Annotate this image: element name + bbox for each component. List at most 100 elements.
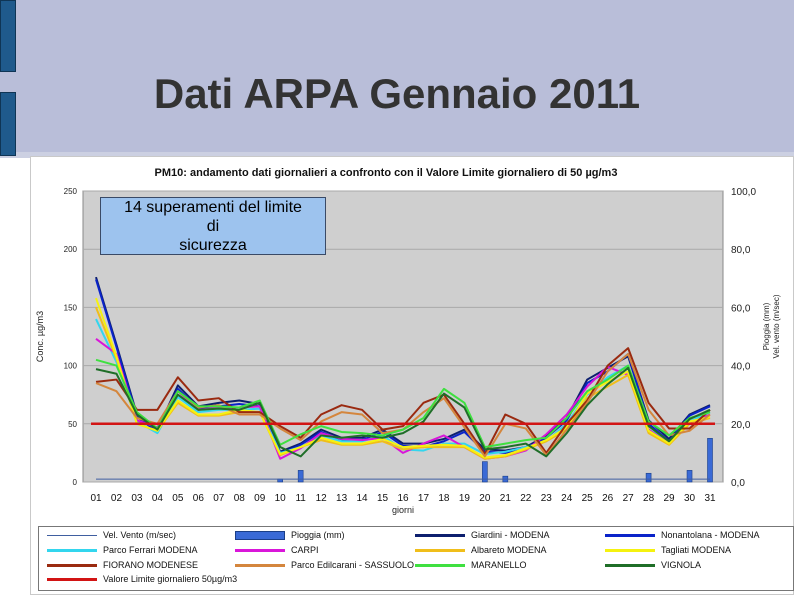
x-tick-label: 31 xyxy=(704,493,716,504)
rain-bar xyxy=(482,461,488,483)
legend-item: Parco Ferrari MODENA xyxy=(47,545,198,555)
x-tick-label: 12 xyxy=(316,493,328,504)
y-axis-label: Conc. µg/m3 xyxy=(35,311,45,362)
y2-axis-label: Pioggia (mm) xyxy=(762,302,771,350)
legend-item: Giardini - MODENA xyxy=(415,530,550,540)
exceedance-callout: 14 superamenti del limite di sicurezza xyxy=(100,197,326,255)
legend-item: FIORANO MODENESE xyxy=(47,560,198,570)
x-tick-label: 08 xyxy=(234,493,246,504)
slide-decoration-mark-bottom xyxy=(0,92,16,156)
y2-axis-label: Vel. vento (m/sec) xyxy=(772,294,781,358)
rain-bar xyxy=(707,438,713,483)
x-tick-label: 29 xyxy=(664,493,676,504)
series-line-5 xyxy=(95,307,711,460)
legend-item: Tagliati MODENA xyxy=(605,545,731,555)
legend-swatch xyxy=(235,563,285,567)
series-line-10 xyxy=(95,366,711,458)
legend-label: Giardini - MODENA xyxy=(471,530,550,540)
x-tick-label: 06 xyxy=(193,493,205,504)
legend-label: FIORANO MODENESE xyxy=(103,560,199,570)
legend-item: VIGNOLA xyxy=(605,560,701,570)
x-tick-label: 17 xyxy=(418,493,430,504)
x-tick-label: 13 xyxy=(336,493,348,504)
x-tick-label: 20 xyxy=(479,493,491,504)
callout-line-3: sicurezza xyxy=(179,237,247,254)
legend-item: Parco Edilcarani - SASSUOLO xyxy=(235,560,414,570)
legend-label: VIGNOLA xyxy=(661,560,702,570)
legend-item: Valore Limite giornaliero 50µg/m3 xyxy=(47,574,237,584)
legend-swatch xyxy=(415,563,465,567)
slide-decoration-mark-top xyxy=(0,0,16,72)
x-tick-label: 24 xyxy=(561,493,573,504)
x-tick-label: 02 xyxy=(111,493,123,504)
x-tick-label: 27 xyxy=(623,493,635,504)
x-tick-label: 16 xyxy=(397,493,409,504)
x-tick-label: 09 xyxy=(254,493,266,504)
slide-title: Dati ARPA Gennaio 2011 xyxy=(153,70,641,117)
legend-label: Vel. Vento (m/sec) xyxy=(103,530,177,540)
legend-label: Tagliati MODENA xyxy=(661,545,732,555)
series-line-7 xyxy=(95,347,711,456)
x-tick-label: 23 xyxy=(541,493,553,504)
legend-swatch xyxy=(235,548,285,552)
legend-label: Parco Edilcarani - SASSUOLO xyxy=(291,560,415,570)
legend-swatch xyxy=(47,563,97,567)
x-tick-label: 11 xyxy=(295,493,306,504)
x-tick-label: 21 xyxy=(500,493,512,504)
x-tick-label: 28 xyxy=(643,493,655,504)
legend-swatch xyxy=(605,533,655,537)
legend-swatch xyxy=(415,548,465,552)
legend-label: CARPI xyxy=(291,545,319,555)
y-tick-label: 150 xyxy=(64,303,78,312)
x-tick-label: 03 xyxy=(131,493,143,504)
banner-divider xyxy=(0,152,794,158)
y-tick-label: 250 xyxy=(64,187,78,196)
y2-tick-label: 100,0 xyxy=(731,187,756,198)
x-tick-label: 14 xyxy=(357,493,369,504)
legend-item: MARANELLO xyxy=(415,560,527,570)
legend-label: Pioggia (mm) xyxy=(291,530,345,540)
legend-label: Nonantolana - MODENA xyxy=(661,530,760,540)
y2-tick-label: 20,0 xyxy=(731,420,751,431)
y-tick-label: 50 xyxy=(68,420,77,429)
legend-label: Albareto MODENA xyxy=(471,545,547,555)
x-axis-label: giorni xyxy=(392,505,414,515)
rain-bar xyxy=(297,470,304,483)
legend-label: Valore Limite giornaliero 50µg/m3 xyxy=(103,574,238,584)
y2-tick-label: 40,0 xyxy=(731,362,751,373)
legend-swatch xyxy=(605,548,655,552)
callout-line-1: 14 superamenti del limite xyxy=(124,199,302,216)
x-tick-label: 18 xyxy=(438,493,450,504)
y-tick-label: 0 xyxy=(73,478,78,487)
chart-title: PM10: andamento dati giornalieri a confr… xyxy=(155,167,618,179)
x-tick-label: 26 xyxy=(602,493,614,504)
callout-line-2: di xyxy=(206,218,220,235)
legend-swatch xyxy=(235,530,285,540)
rain-bar xyxy=(645,472,652,483)
y2-tick-label: 0,0 xyxy=(731,478,745,489)
x-tick-label: 15 xyxy=(377,493,389,504)
x-tick-label: 25 xyxy=(582,493,594,504)
y-tick-label: 100 xyxy=(64,362,78,371)
x-tick-label: 07 xyxy=(213,493,225,504)
legend-item: Albareto MODENA xyxy=(415,545,547,555)
legend-swatch xyxy=(47,577,97,581)
legend-label: MARANELLO xyxy=(471,560,527,570)
legend-label: Parco Ferrari MODENA xyxy=(103,545,198,555)
series-line-9 xyxy=(95,358,711,449)
series-line-6 xyxy=(95,297,711,459)
legend-item: Vel. Vento (m/sec) xyxy=(47,530,176,540)
y2-tick-label: 60,0 xyxy=(731,303,751,314)
x-tick-label: 01 xyxy=(90,493,102,504)
x-tick-label: 30 xyxy=(684,493,696,504)
x-tick-label: 19 xyxy=(459,493,471,504)
legend-item: CARPI xyxy=(235,545,319,555)
legend-swatch xyxy=(415,533,465,537)
chart-legend: Vel. Vento (m/sec) Pioggia (mm) Giardini -… xyxy=(38,526,794,591)
x-tick-label: 05 xyxy=(172,493,184,504)
rain-bar xyxy=(686,470,693,483)
legend-swatch xyxy=(47,548,97,552)
x-tick-label: 04 xyxy=(152,493,164,504)
x-tick-label: 22 xyxy=(520,493,532,504)
y-tick-label: 200 xyxy=(64,245,78,254)
